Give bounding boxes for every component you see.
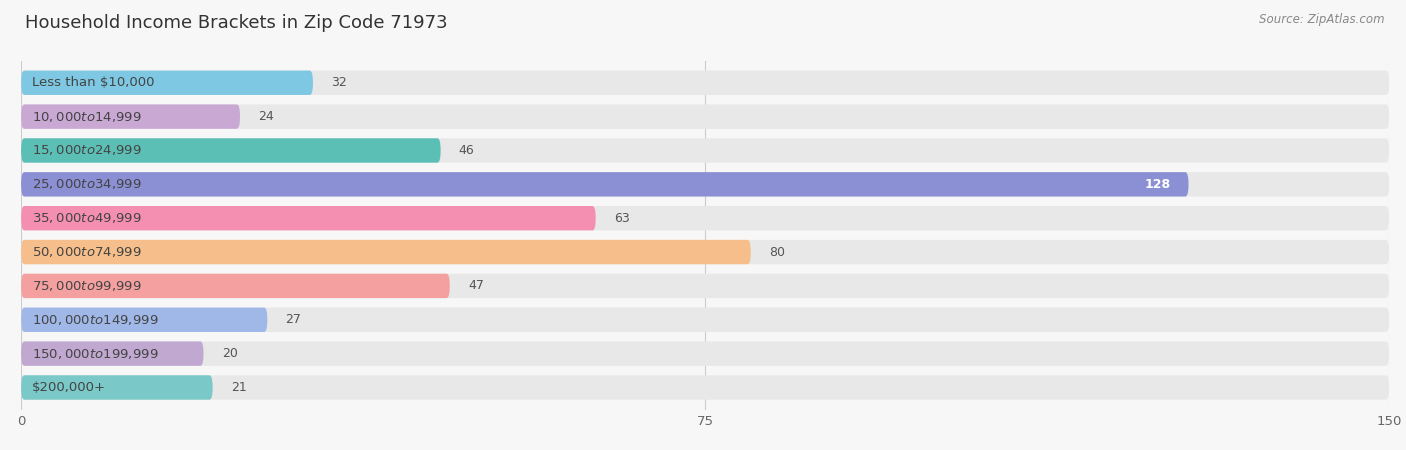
Text: 47: 47 [468,279,484,292]
Text: 20: 20 [222,347,238,360]
Text: Source: ZipAtlas.com: Source: ZipAtlas.com [1260,14,1385,27]
FancyBboxPatch shape [21,274,1389,298]
Text: $10,000 to $14,999: $10,000 to $14,999 [32,110,142,124]
Text: 24: 24 [259,110,274,123]
Text: 128: 128 [1144,178,1170,191]
FancyBboxPatch shape [21,206,596,230]
FancyBboxPatch shape [21,206,1389,230]
FancyBboxPatch shape [21,274,450,298]
Text: $25,000 to $34,999: $25,000 to $34,999 [32,177,142,191]
Text: 21: 21 [231,381,246,394]
FancyBboxPatch shape [21,342,204,366]
Text: $35,000 to $49,999: $35,000 to $49,999 [32,211,142,225]
Text: $200,000+: $200,000+ [32,381,105,394]
FancyBboxPatch shape [21,375,212,400]
FancyBboxPatch shape [21,375,1389,400]
Text: Household Income Brackets in Zip Code 71973: Household Income Brackets in Zip Code 71… [25,14,449,32]
FancyBboxPatch shape [21,138,1389,162]
FancyBboxPatch shape [21,104,1389,129]
Text: 27: 27 [285,313,301,326]
FancyBboxPatch shape [21,71,1389,95]
Text: $15,000 to $24,999: $15,000 to $24,999 [32,144,142,158]
Text: $75,000 to $99,999: $75,000 to $99,999 [32,279,142,293]
FancyBboxPatch shape [21,104,240,129]
FancyBboxPatch shape [21,342,1389,366]
Text: Less than $10,000: Less than $10,000 [32,76,155,89]
Text: $100,000 to $149,999: $100,000 to $149,999 [32,313,159,327]
Text: $150,000 to $199,999: $150,000 to $199,999 [32,346,159,360]
FancyBboxPatch shape [21,308,267,332]
FancyBboxPatch shape [21,308,1389,332]
Text: 46: 46 [458,144,475,157]
FancyBboxPatch shape [21,138,440,162]
FancyBboxPatch shape [21,240,1389,264]
Text: $50,000 to $74,999: $50,000 to $74,999 [32,245,142,259]
FancyBboxPatch shape [21,71,314,95]
FancyBboxPatch shape [21,240,751,264]
FancyBboxPatch shape [21,172,1389,197]
FancyBboxPatch shape [21,172,1188,197]
Text: 80: 80 [769,246,785,259]
Text: 63: 63 [614,212,630,225]
Text: 32: 32 [332,76,347,89]
